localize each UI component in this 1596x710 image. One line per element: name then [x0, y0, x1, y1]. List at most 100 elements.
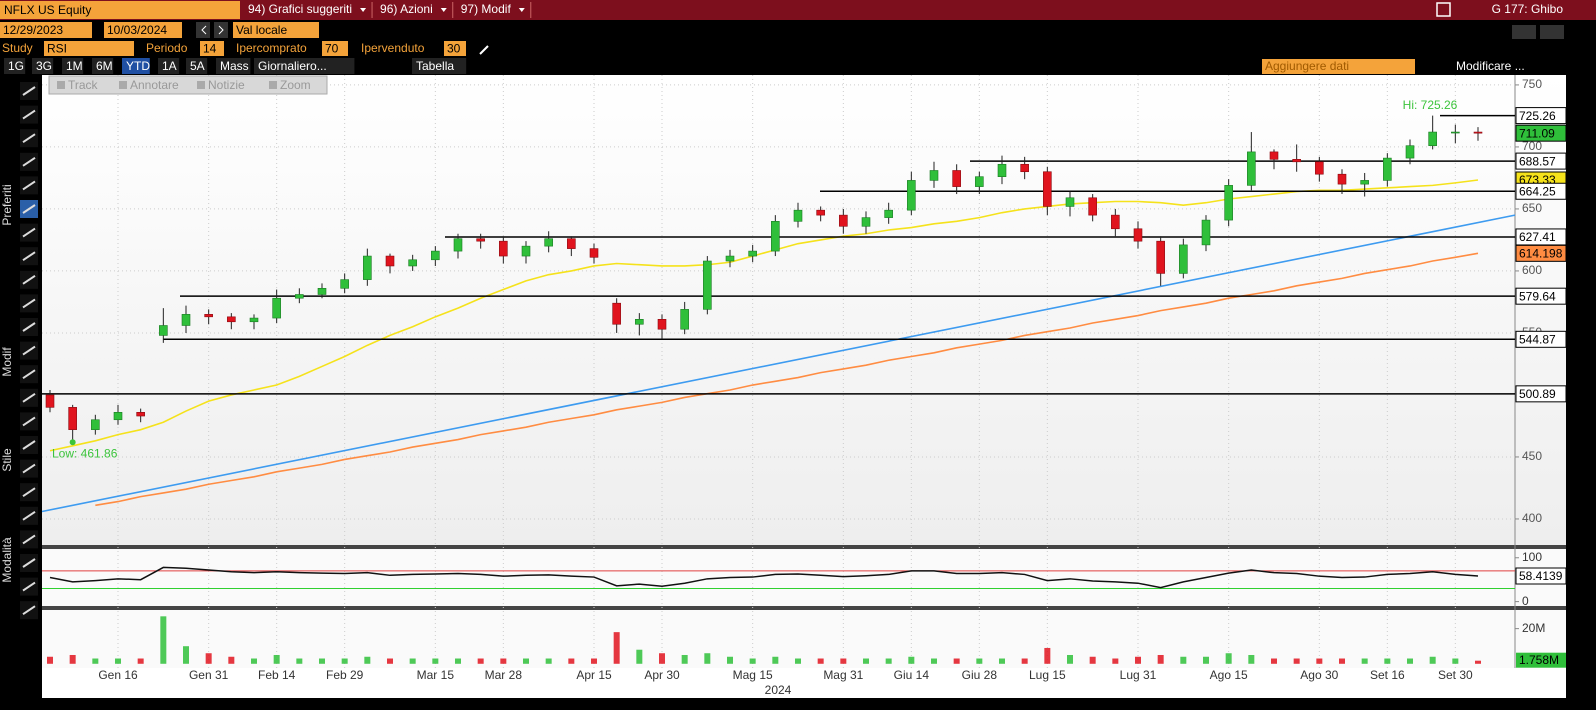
- overbought-box[interactable]: [322, 41, 348, 56]
- volume-bar: [1271, 658, 1277, 664]
- menu[interactable]: 94) Grafici suggeriti: [248, 2, 352, 16]
- price-label-box: [1515, 385, 1567, 403]
- x-tick-label: Feb 29: [326, 668, 364, 682]
- range-button[interactable]: [92, 58, 114, 74]
- volume-bar: [863, 658, 869, 664]
- candle-body: [884, 209, 893, 218]
- user[interactable]: G 177: Ghibo: [1492, 2, 1564, 16]
- candle-body: [1247, 151, 1256, 186]
- x-axis-year: 2024: [765, 683, 792, 697]
- volume-bar: [817, 658, 824, 664]
- range-button[interactable]: [216, 58, 251, 74]
- period: 14: [203, 42, 217, 56]
- menu[interactable]: 97) Modif: [461, 2, 512, 16]
- volume-bar: [976, 658, 983, 664]
- volume-bar: [477, 658, 484, 664]
- candle-body: [113, 412, 123, 421]
- tool-glyph: [22, 251, 36, 262]
- volume-bar: [364, 656, 371, 664]
- low-marker: [69, 439, 76, 446]
- end-date-box[interactable]: [104, 22, 182, 38]
- candle-body: [1111, 214, 1120, 230]
- candle-body: [1201, 219, 1211, 246]
- nav-next[interactable]: [214, 22, 228, 38]
- candle-body: [317, 287, 327, 295]
- volume-bar: [432, 658, 439, 664]
- volume-bar: [387, 658, 393, 664]
- range-label: Giornaliero...: [258, 59, 327, 73]
- volume-bar: [772, 656, 779, 664]
- tool-icon: [269, 81, 277, 89]
- candle-body: [703, 260, 712, 310]
- oversold-box[interactable]: [444, 41, 466, 56]
- range-button[interactable]: [62, 58, 84, 74]
- range-button[interactable]: [412, 58, 467, 74]
- menu[interactable]: 96) Azioni: [380, 2, 433, 16]
- start-date-box[interactable]: [0, 22, 92, 38]
- volume-bar: [999, 658, 1005, 664]
- volume-panel: [42, 610, 1566, 668]
- tool-glyph: [22, 133, 36, 144]
- divider: [42, 606, 1566, 610]
- candle-body: [725, 255, 735, 262]
- redo-btn[interactable]: [1540, 25, 1564, 39]
- range-button[interactable]: [122, 58, 150, 74]
- tool[interactable]: Annotare: [130, 78, 179, 92]
- end-date: 10/03/2024: [107, 23, 167, 37]
- volume-bar: [1339, 658, 1345, 664]
- tool-glyph: [22, 322, 36, 332]
- range-label: 5A: [190, 59, 205, 73]
- candle-body: [1088, 197, 1097, 216]
- y-tick-label: 20M: [1522, 621, 1545, 635]
- price-label: 688.57: [1519, 154, 1556, 168]
- modify[interactable]: Modificare ...: [1456, 59, 1525, 73]
- x-tick-label: Lug 15: [1029, 668, 1066, 682]
- x-tick-label: Mar 28: [485, 668, 523, 682]
- volume-label: 1.758M: [1519, 653, 1559, 667]
- candle-body: [1269, 151, 1279, 160]
- tool-glyph: [22, 345, 36, 356]
- candle-body: [1428, 131, 1437, 146]
- range-button[interactable]: [158, 58, 180, 74]
- candle-body: [45, 394, 55, 408]
- range-label: Tabella: [416, 59, 454, 73]
- popout-icon[interactable]: [1436, 2, 1451, 17]
- tool[interactable]: Notizie: [208, 78, 245, 92]
- candle-body: [975, 176, 984, 187]
- range-label: YTD: [126, 59, 150, 73]
- range-button[interactable]: [254, 58, 355, 74]
- period-box[interactable]: [200, 41, 224, 56]
- ticker-box[interactable]: [0, 1, 240, 19]
- sidebar-label: Modalità: [0, 537, 14, 583]
- tool-icon: [197, 81, 205, 89]
- volume-bar: [885, 658, 892, 664]
- volume-bar: [1407, 658, 1413, 664]
- volume-bar: [137, 658, 144, 664]
- y-tick-label: 700: [1522, 139, 1542, 153]
- volume-bar: [1429, 656, 1436, 664]
- volume-bar: [1089, 656, 1096, 664]
- top-bar: [0, 0, 1596, 20]
- x-tick-label: Giu 14: [894, 668, 930, 682]
- volume-bar: [319, 658, 325, 664]
- rsi-panel: [42, 549, 1566, 606]
- add-data-box[interactable]: [1262, 59, 1415, 74]
- x-tick-label: Mar 15: [417, 668, 455, 682]
- volume-bar: [273, 654, 280, 664]
- nav-prev[interactable]: [196, 22, 210, 38]
- candle-body: [635, 319, 644, 325]
- volume-bar: [749, 658, 756, 664]
- study-box[interactable]: [44, 41, 134, 56]
- tool-glyph: [22, 416, 36, 427]
- overbought: 70: [325, 42, 339, 56]
- tool-glyph: [22, 109, 36, 120]
- tool[interactable]: Zoom: [280, 78, 311, 92]
- tool[interactable]: Track: [68, 78, 99, 92]
- volume-bar: [251, 658, 257, 664]
- currency-box[interactable]: [233, 22, 319, 38]
- undo-btn[interactable]: [1512, 25, 1536, 39]
- range-button[interactable]: [186, 58, 208, 74]
- range-label: 3G: [36, 59, 52, 73]
- range-button[interactable]: [4, 58, 26, 74]
- range-button[interactable]: [32, 58, 54, 74]
